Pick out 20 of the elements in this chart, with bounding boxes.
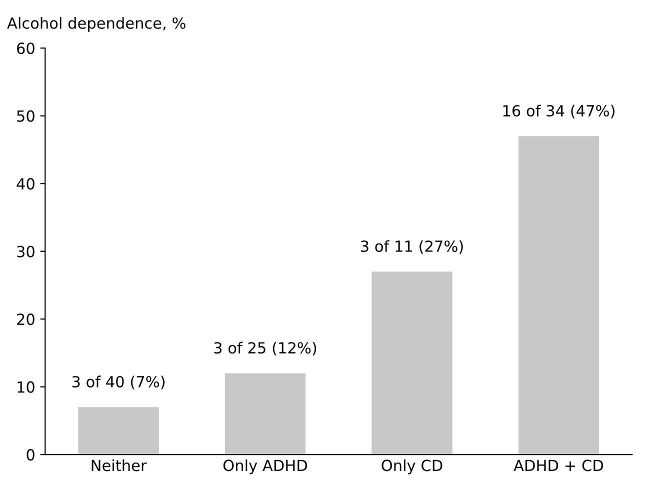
bar	[78, 407, 159, 455]
data-label: 3 of 25 (12%)	[214, 342, 316, 356]
x-tick-label: Only ADHD	[223, 459, 308, 474]
y-tick-label: 40	[16, 178, 34, 190]
data-label: 3 of 11 (27%)	[360, 240, 463, 254]
y-tick-label: 50	[17, 110, 34, 122]
bar	[224, 373, 306, 455]
x-tick-label: Only CD	[382, 459, 442, 474]
data-label: 3 of 40 (7%)	[72, 376, 165, 390]
data-label: 16 of 34 (47%)	[503, 104, 614, 118]
y-tick-label: 20	[17, 314, 34, 326]
x-tick-label: Neither	[92, 459, 147, 472]
x-tick-label: ADHD + CD	[514, 460, 604, 472]
y-tick-label: 10	[18, 381, 34, 393]
y-axis-title: Alcohol dependence, %	[7, 17, 186, 32]
y-tick-label: 60	[17, 42, 34, 54]
bar	[372, 272, 452, 455]
bar	[518, 136, 600, 455]
y-tick-label: 0	[26, 449, 34, 461]
y-tick-label: 30	[17, 246, 34, 258]
